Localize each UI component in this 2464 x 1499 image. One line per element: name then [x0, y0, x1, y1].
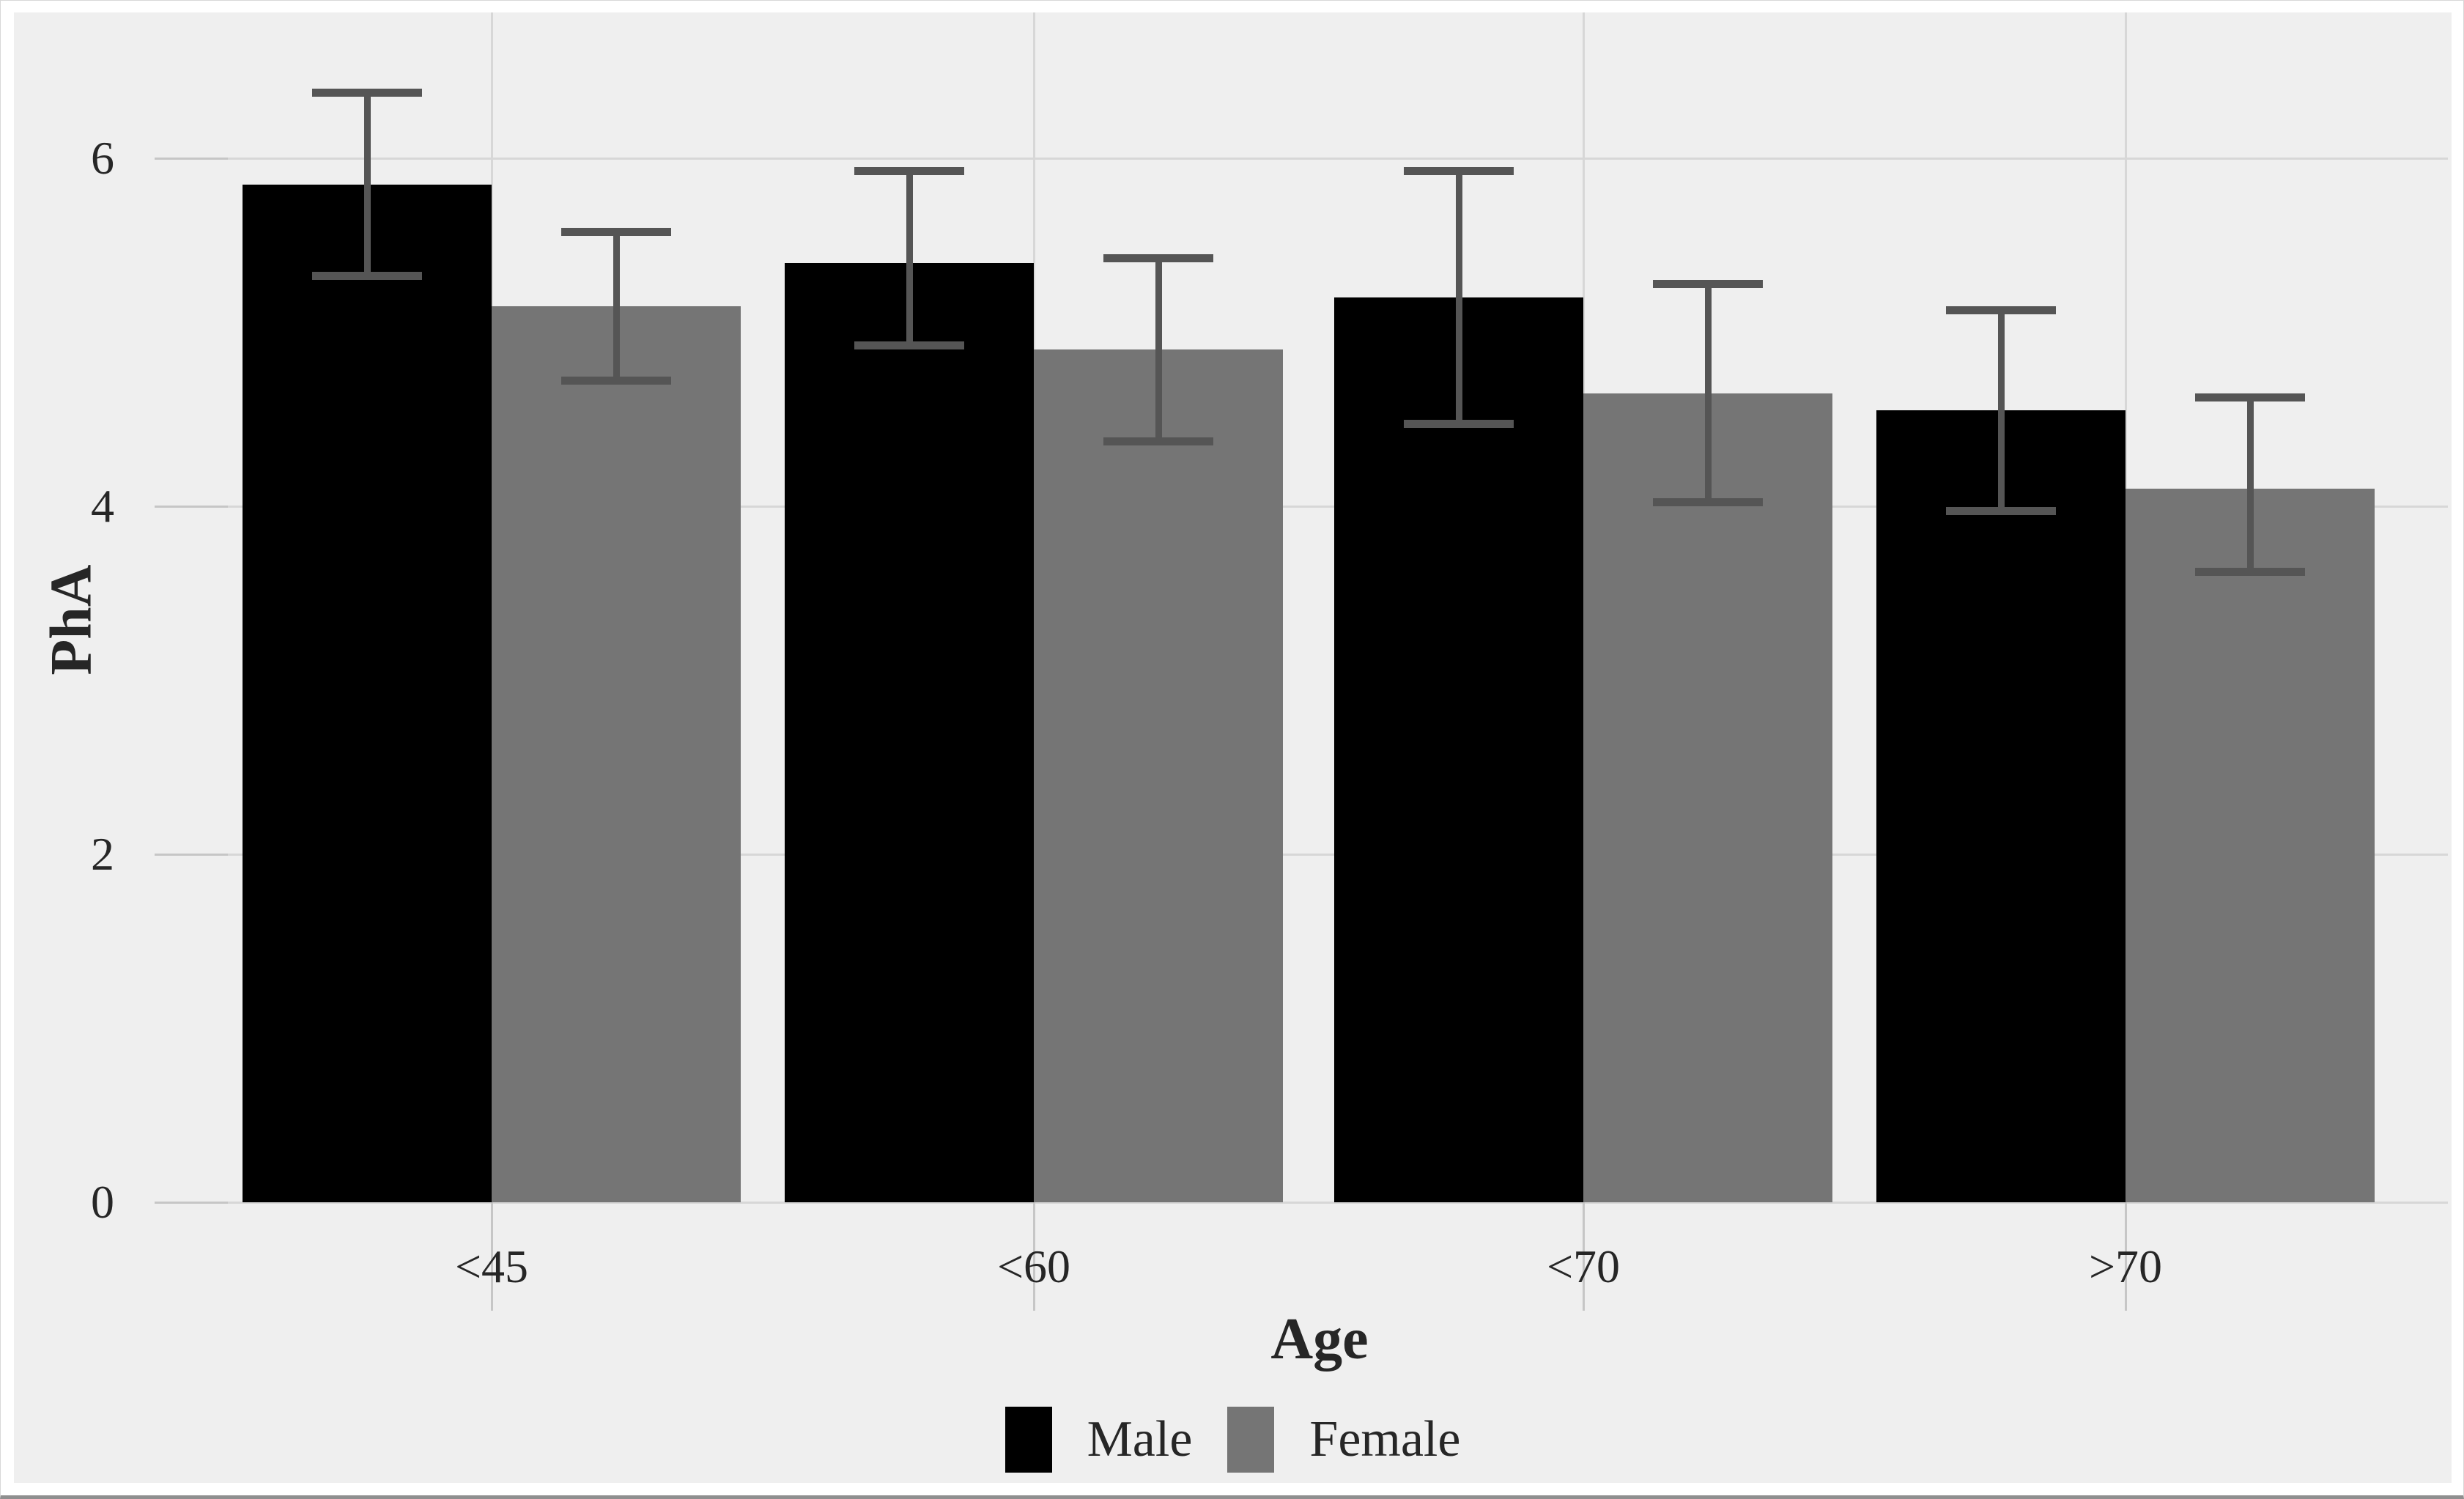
- error-bar-line: [906, 166, 913, 350]
- error-bar-line: [2246, 393, 2254, 576]
- error-bar-cap-bottom: [1404, 420, 1514, 429]
- y-axis-title: PhA: [39, 564, 104, 676]
- x-tick-label: <70: [1546, 1240, 1621, 1292]
- y-axis-tick: [155, 505, 228, 508]
- legend-item-female: Female: [1227, 1407, 1460, 1473]
- y-tick-label: 4: [91, 480, 114, 532]
- bar-female->70: [2126, 489, 2375, 1202]
- y-tick-label: 6: [91, 132, 114, 184]
- bar-male->70: [1876, 410, 2126, 1202]
- error-bar-cap-bottom: [2195, 568, 2305, 576]
- error-bar-line: [1455, 166, 1462, 429]
- legend: Male Female: [1, 1406, 2463, 1473]
- error-bar-cap-top: [854, 166, 964, 175]
- error-bar-cap-bottom: [312, 272, 422, 281]
- legend-label-male: Male: [1087, 1411, 1193, 1467]
- x-tick-label: >70: [2088, 1240, 2163, 1292]
- error-bar-cap-bottom: [1103, 437, 1213, 445]
- error-bar-line: [1997, 306, 2005, 515]
- legend-swatch-male: [1005, 1407, 1052, 1473]
- error-bar-line: [363, 89, 371, 281]
- y-tick-label: 2: [91, 828, 114, 880]
- error-bar-cap-bottom: [561, 376, 671, 385]
- error-bar-cap-top: [1946, 306, 2056, 314]
- y-axis-tick: [155, 853, 228, 856]
- error-bar-cap-top: [2195, 393, 2305, 401]
- x-tick-label: <45: [454, 1240, 529, 1292]
- bar-female-<45: [492, 306, 741, 1202]
- error-bar-cap-bottom: [1946, 506, 2056, 515]
- error-bar-cap-top: [1103, 253, 1213, 262]
- error-bar-line: [1155, 253, 1162, 445]
- legend-swatch-female: [1227, 1407, 1275, 1473]
- bar-female-<70: [1583, 393, 1832, 1202]
- error-bar-cap-top: [312, 89, 422, 97]
- bar-male-<45: [243, 184, 492, 1202]
- legend-item-male: Male: [1005, 1407, 1193, 1473]
- error-bar-cap-top: [561, 228, 671, 236]
- error-bar-cap-bottom: [1653, 498, 1763, 506]
- x-tick-label: <60: [996, 1240, 1071, 1292]
- bar-male-<60: [785, 262, 1034, 1202]
- legend-label-female: Female: [1309, 1411, 1461, 1467]
- y-tick-label: 0: [91, 1176, 114, 1228]
- y-axis-tick: [155, 1201, 228, 1204]
- error-bar-cap-top: [1653, 280, 1763, 289]
- bar-male-<70: [1334, 297, 1583, 1202]
- x-axis-tick: [1582, 1202, 1585, 1311]
- h-gridline: [228, 1201, 2448, 1204]
- x-axis-tick: [2124, 1202, 2127, 1311]
- x-axis-title: Age: [1270, 1307, 1369, 1372]
- error-bar-cap-bottom: [854, 341, 964, 350]
- y-axis-tick: [155, 157, 228, 160]
- x-axis-tick: [1032, 1202, 1035, 1311]
- error-bar-line: [613, 228, 620, 385]
- x-axis-tick: [490, 1202, 493, 1311]
- h-gridline: [228, 157, 2448, 160]
- bar-female-<60: [1034, 349, 1283, 1202]
- error-bar-line: [1704, 280, 1712, 506]
- error-bar-cap-top: [1404, 166, 1514, 175]
